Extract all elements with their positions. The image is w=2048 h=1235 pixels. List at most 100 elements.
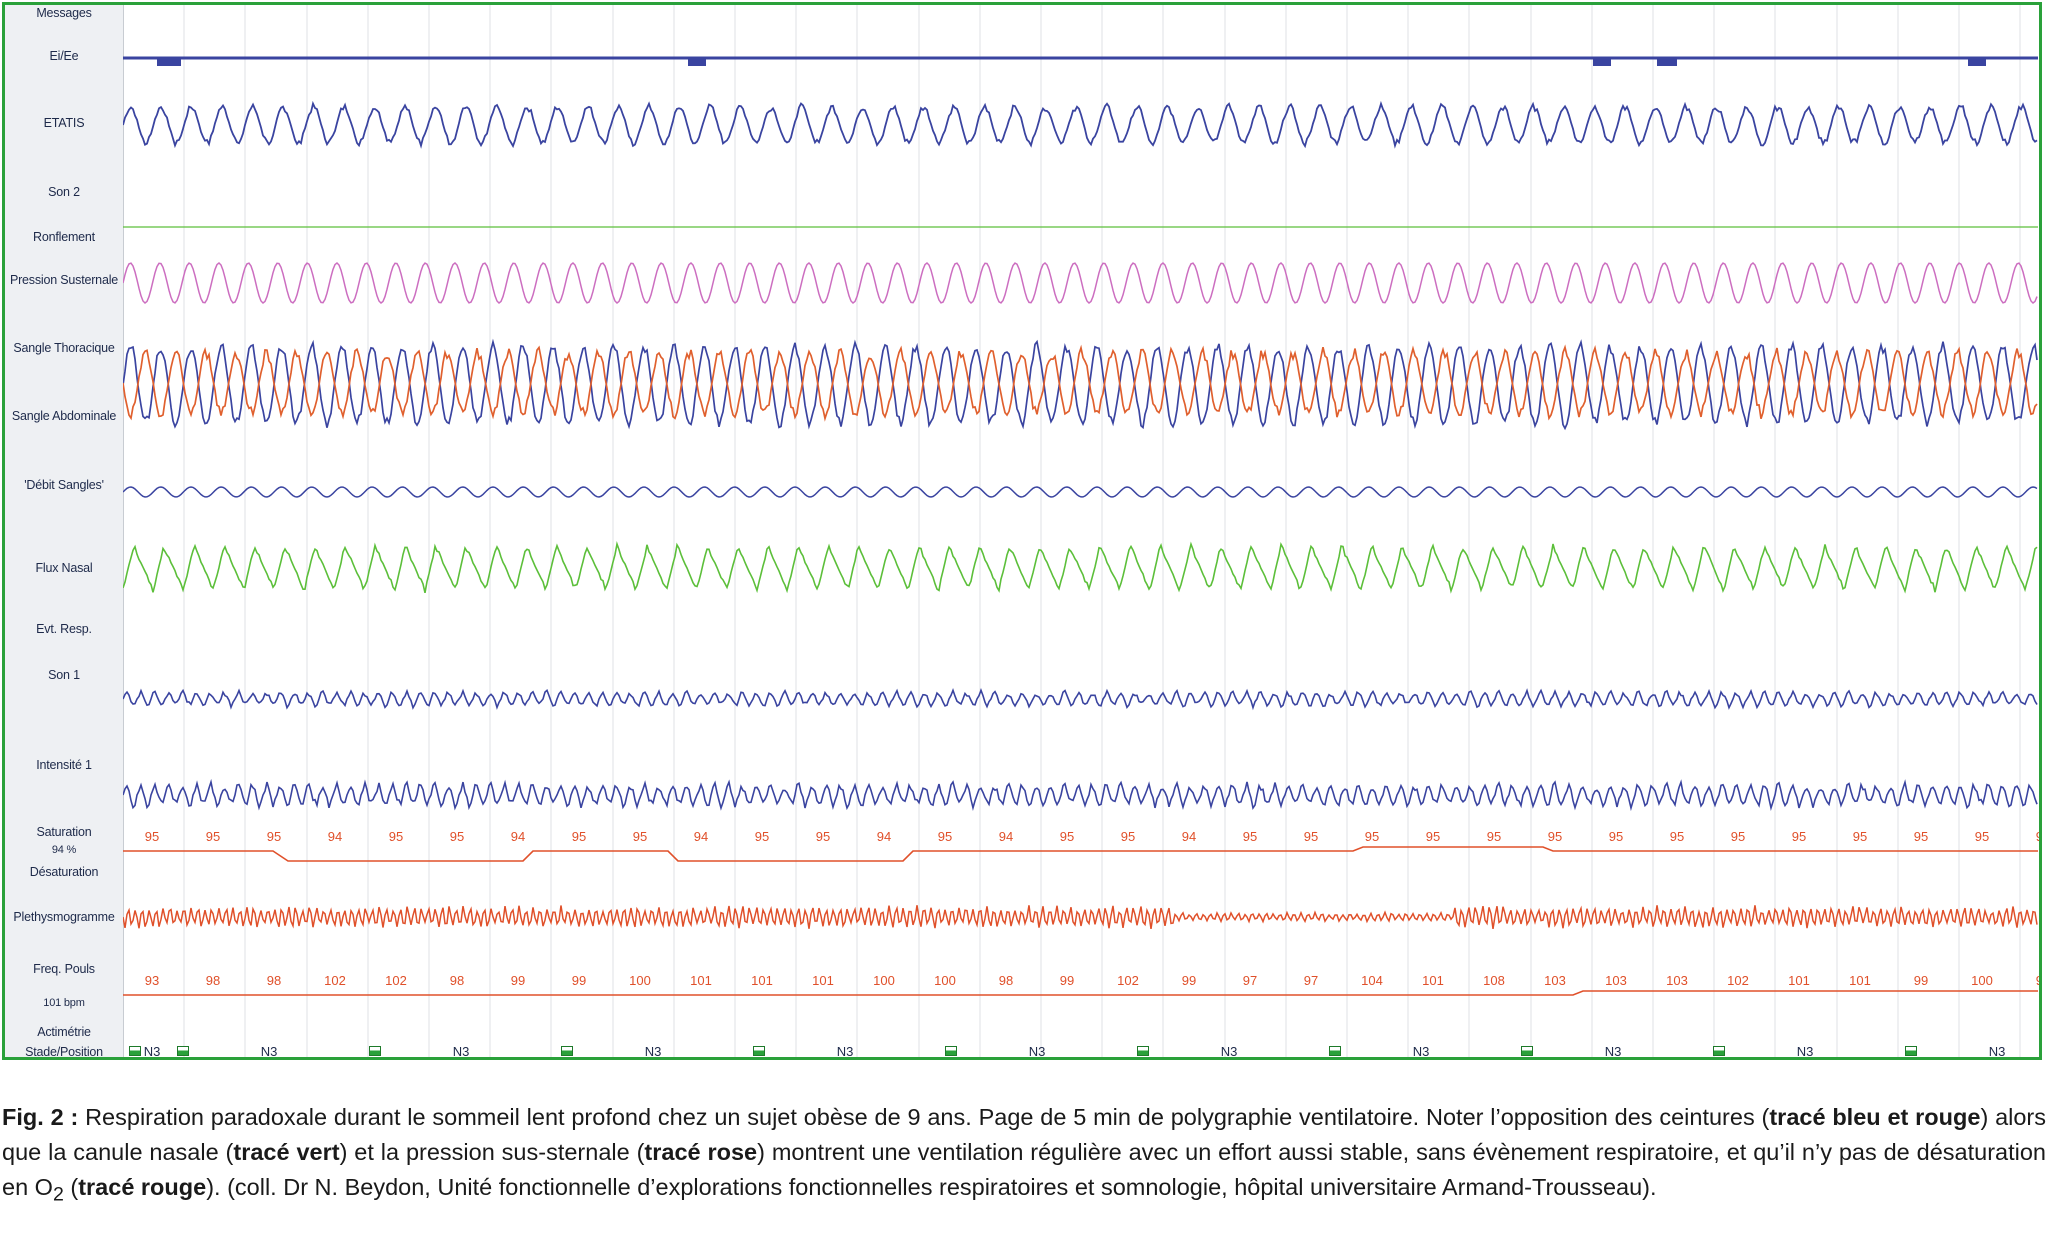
pulse-value: 98 [449, 973, 465, 988]
saturation-value: 95 [815, 829, 831, 844]
signal-traces [123, 5, 2038, 1057]
pulse-value: 97 [1242, 973, 1258, 988]
label-son2: Son 2 [48, 185, 80, 199]
stage-label: N3 [1028, 1044, 1046, 1059]
saturation-value: 95 [1791, 829, 1807, 844]
saturation-value: 95 [1120, 829, 1136, 844]
pulse-value: 102 [1727, 973, 1749, 988]
saturation-value: 95 [1486, 829, 1502, 844]
position-icon [1137, 1046, 1149, 1056]
saturation-value: 94 [876, 829, 892, 844]
label-debit-sangles: 'Débit Sangles' [24, 478, 104, 492]
saturation-value: 95 [1364, 829, 1380, 844]
saturation-value: 94 [693, 829, 709, 844]
stage-label: N3 [1604, 1044, 1622, 1059]
position-icon [561, 1046, 573, 1056]
pulse-value: 98 [205, 973, 221, 988]
saturation-value: 95 [205, 829, 221, 844]
pulse-value: 100 [934, 973, 956, 988]
saturation-value: 95 [1974, 829, 1990, 844]
stage-label: N3 [1796, 1044, 1814, 1059]
pulse-value: 99 [510, 973, 526, 988]
position-icon [1521, 1046, 1533, 1056]
label-etatis: ETATIS [43, 116, 85, 130]
pulse-value: 101 [1849, 973, 1871, 988]
pulse-value: 101 [690, 973, 712, 988]
stage-label: N3 [1412, 1044, 1430, 1059]
saturation-value: 94 [327, 829, 343, 844]
saturation-value: 95 [571, 829, 587, 844]
pulse-value: 98 [998, 973, 1014, 988]
label-sangle-thoracique: Sangle Thoracique [13, 341, 115, 355]
ei-ee-mark [1657, 58, 1677, 66]
saturation-value: 95 [1242, 829, 1258, 844]
position-icon [945, 1046, 957, 1056]
saturation-value: 95 [1669, 829, 1685, 844]
label-messages: Messages [36, 6, 92, 20]
pulse-value: 99 [1913, 973, 1929, 988]
label-saturation: Saturation [36, 825, 92, 839]
stage-label: N3 [260, 1044, 278, 1059]
pulse-value: 101 [1788, 973, 1810, 988]
label-freq-pouls: Freq. Pouls [33, 962, 95, 976]
pulse-value: 99 [571, 973, 587, 988]
saturation-value: 95 [388, 829, 404, 844]
etatis-trace [123, 100, 2038, 149]
label-ei-ee: Ei/Ee [49, 49, 79, 63]
ei-ee-mark [688, 58, 706, 66]
label-pouls-value: 101 bpm [43, 997, 85, 1009]
caption-subscript: 2 [52, 1183, 64, 1206]
caption-text-2: ) alors que la canule nasale ( [2, 1104, 2047, 1165]
saturation-value: 94 [510, 829, 526, 844]
label-ronflement: Ronflement [33, 230, 95, 244]
pression-susternale-trace [123, 261, 2038, 305]
pulse-value: 97 [1303, 973, 1319, 988]
pulse-value: 100 [629, 973, 651, 988]
pulse-value: 100 [873, 973, 895, 988]
saturation-value: 95 [144, 829, 160, 844]
stage-label: N3 [143, 1044, 161, 1059]
caption-bold-2: tracé vert [233, 1139, 340, 1165]
saturation-value: 95 [1059, 829, 1075, 844]
pulse-value: 101 [1422, 973, 1444, 988]
caption-bold-3: tracé rose [644, 1139, 758, 1165]
pulse-value: 103 [1544, 973, 1566, 988]
pulse-value: 99 [1059, 973, 1075, 988]
pulse-value: 108 [1483, 973, 1505, 988]
caption-fig-label: Fig. 2 : [2, 1104, 79, 1130]
saturation-trace [123, 846, 2038, 862]
caption-text-5: ( [63, 1174, 79, 1200]
pulse-value: 103 [1605, 973, 1627, 988]
saturation-value: 95 [1303, 829, 1319, 844]
pulse-value: 102 [1117, 973, 1139, 988]
position-icon [1905, 1046, 1917, 1056]
stage-label: N3 [1220, 1044, 1238, 1059]
saturation-value: 95 [1425, 829, 1441, 844]
label-intensite: Intensité 1 [36, 758, 92, 772]
label-stade-position: Stade/Position [25, 1045, 103, 1059]
label-son1: Son 1 [48, 668, 80, 682]
pulse-value: 98 [2036, 973, 2039, 988]
debit-sangles-trace [123, 486, 2038, 498]
saturation-value: 95 [1913, 829, 1929, 844]
saturation-value: 95 [266, 829, 282, 844]
pulse-value: 100 [1971, 973, 1993, 988]
pulse-value: 102 [385, 973, 407, 988]
ei-ee-mark [157, 58, 181, 66]
position-icon [1713, 1046, 1725, 1056]
pulse-value: 99 [1181, 973, 1197, 988]
stage-label: N3 [452, 1044, 470, 1059]
saturation-value: 95 [2036, 829, 2039, 844]
label-plethysmogramme: Plethysmogramme [13, 910, 115, 924]
son1-trace [123, 687, 2038, 711]
signal-plot-area[interactable]: 95 95 95 94 95 95 94 95 95 94 95 95 94 95 94 95 95 94 95 95… [123, 5, 2039, 1057]
label-sangle-abdominale: Sangle Abdominale [11, 409, 117, 423]
label-actimetrie: Actimétrie [37, 1025, 91, 1039]
stage-label: N3 [1988, 1044, 2006, 1059]
pulse-value: 101 [751, 973, 773, 988]
polygraphy-window: Messages Ei/Ee ETATIS Son 2 Ronflement P… [2, 2, 2042, 1060]
position-icon [753, 1046, 765, 1056]
ei-ee-mark [1593, 58, 1611, 66]
caption-text-4: ) montrent une ventilation régulière ave… [2, 1139, 2046, 1200]
saturation-value: 95 [1547, 829, 1563, 844]
